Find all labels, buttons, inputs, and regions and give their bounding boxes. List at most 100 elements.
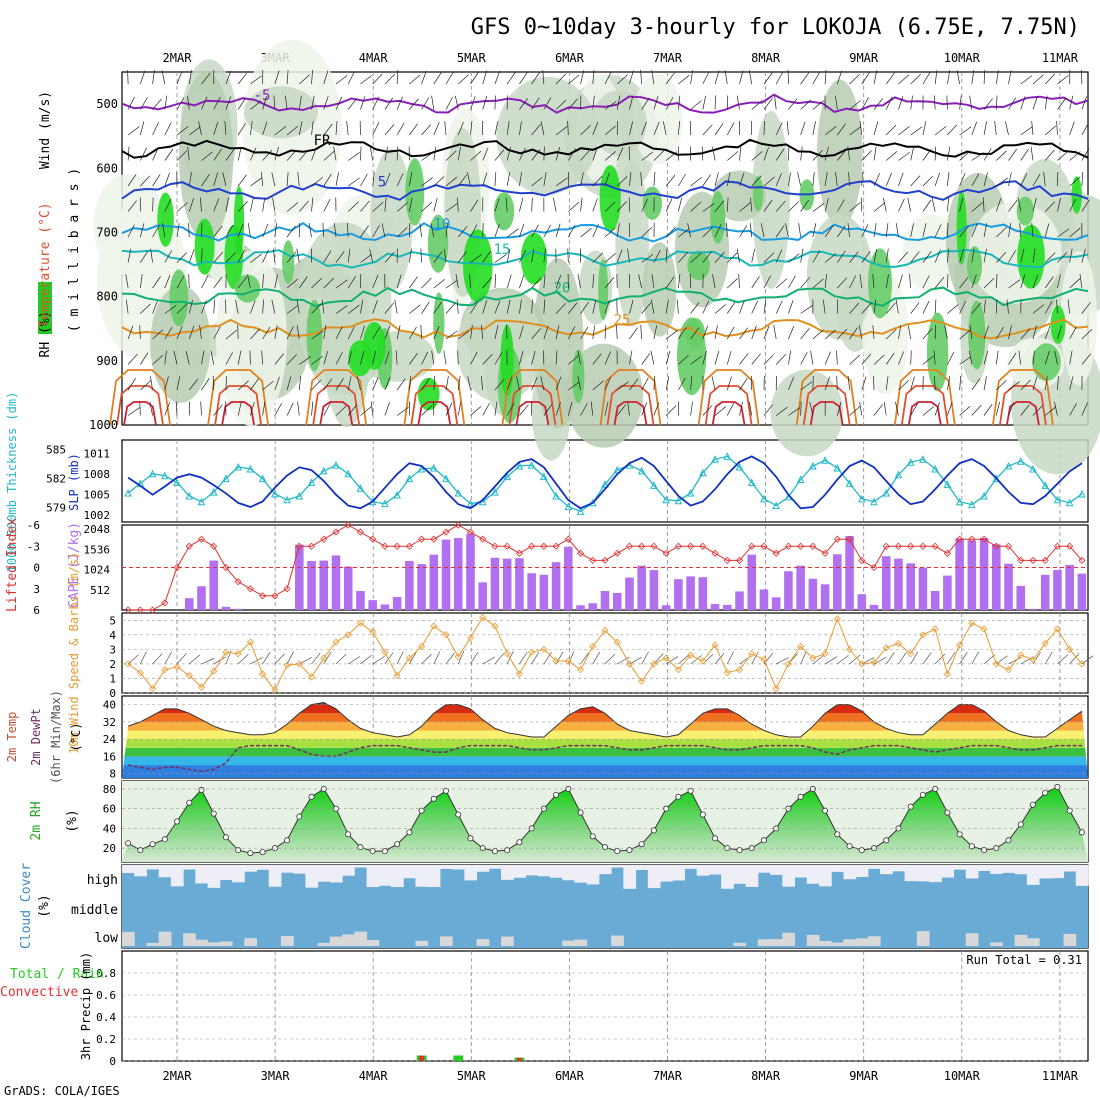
cape-bar bbox=[221, 606, 231, 610]
wind-barb bbox=[947, 304, 959, 314]
wind-barb bbox=[824, 225, 834, 238]
wind-barb bbox=[1008, 402, 1014, 416]
wind-barb bbox=[580, 125, 591, 136]
wind-barb bbox=[1057, 376, 1059, 391]
wind-barb bbox=[775, 249, 783, 263]
lifted-index-point bbox=[870, 563, 878, 572]
wind-barb bbox=[360, 299, 364, 314]
slp-tick-label: 1008 bbox=[84, 468, 111, 481]
wind-barb bbox=[431, 350, 435, 365]
wind-barb bbox=[1032, 350, 1035, 365]
wind-speed-point bbox=[418, 642, 426, 651]
wind-barb bbox=[225, 375, 227, 391]
lifted-index-point bbox=[307, 542, 316, 550]
wind-barb bbox=[237, 350, 242, 365]
rh-shading-blob bbox=[496, 76, 599, 195]
rh-shading-core bbox=[235, 274, 261, 303]
wind-barb bbox=[773, 325, 777, 340]
wind-barb bbox=[934, 299, 937, 314]
wind-barb bbox=[690, 177, 702, 187]
wind-barb bbox=[800, 327, 810, 340]
wind-barb bbox=[555, 177, 568, 187]
wind-barb bbox=[738, 274, 740, 289]
rh-point bbox=[149, 841, 156, 848]
cloud-high-gap bbox=[598, 865, 612, 875]
wind-barb bbox=[726, 326, 735, 340]
rh-point bbox=[907, 803, 914, 810]
wind-barb bbox=[420, 248, 422, 263]
wind-barb bbox=[577, 350, 581, 365]
temperature-arch bbox=[221, 401, 255, 426]
wind-barb bbox=[506, 72, 516, 85]
wind-barb bbox=[568, 74, 580, 85]
wind-barb bbox=[127, 200, 138, 212]
wind-speed-point bbox=[833, 615, 841, 623]
wind-barb bbox=[335, 305, 348, 314]
precip-tick-label: 0 bbox=[109, 1055, 116, 1068]
wind-barb bbox=[959, 95, 962, 110]
cloud-low-gap bbox=[843, 939, 857, 946]
lifted-index-point bbox=[613, 549, 621, 557]
wind-barb bbox=[311, 95, 315, 110]
wind-barb bbox=[959, 376, 962, 391]
wind-barb bbox=[311, 379, 322, 391]
temperature-arch bbox=[508, 385, 557, 426]
cape-bar bbox=[600, 591, 610, 610]
precip-tick-label: 0.8 bbox=[96, 967, 116, 980]
wind-barb bbox=[1069, 326, 1077, 340]
wind-barb bbox=[140, 70, 146, 85]
rh-shading-core bbox=[687, 250, 710, 281]
cape-bar bbox=[466, 533, 475, 610]
wind-barb bbox=[347, 71, 355, 85]
wind-barb bbox=[470, 406, 482, 416]
wind-barb bbox=[395, 350, 398, 365]
surface-wind-barb bbox=[176, 653, 187, 665]
wind-speed-point bbox=[466, 634, 475, 642]
rh-tick-label: 20 bbox=[103, 842, 116, 855]
cape-bar bbox=[930, 591, 940, 610]
wind-barb bbox=[467, 172, 471, 187]
wind-speed-point bbox=[442, 631, 450, 639]
wind-barb bbox=[185, 350, 190, 365]
wind-barb bbox=[1020, 126, 1033, 136]
thickness-point bbox=[332, 460, 340, 469]
rh-shading-core bbox=[956, 190, 967, 265]
wind-barb bbox=[922, 355, 934, 365]
wind-barb bbox=[800, 146, 803, 161]
cloud-high-gap bbox=[904, 865, 918, 882]
wind-barb bbox=[409, 74, 421, 85]
cloud-low-gap bbox=[439, 936, 453, 946]
wind-barb bbox=[323, 70, 329, 85]
wind-speed-point bbox=[882, 644, 890, 652]
wind-barb bbox=[225, 252, 237, 263]
wind-barb bbox=[188, 198, 194, 212]
wind-barb bbox=[323, 350, 329, 365]
wind-barb bbox=[311, 147, 317, 161]
thickness-point bbox=[209, 487, 218, 496]
wind-barb bbox=[727, 151, 739, 161]
wind-barb bbox=[885, 96, 893, 110]
wind-barb bbox=[616, 404, 627, 416]
wind-barb bbox=[996, 227, 1007, 238]
wind-barb bbox=[396, 274, 402, 289]
wind-barb bbox=[409, 197, 413, 212]
wind-barb bbox=[213, 404, 223, 416]
cape-bar bbox=[405, 560, 414, 610]
cape-bar bbox=[881, 556, 891, 610]
wind-barb bbox=[959, 225, 969, 238]
cloud-high-gap bbox=[513, 865, 527, 878]
wind-barb bbox=[898, 274, 903, 289]
surface-wind-barb bbox=[213, 656, 227, 665]
precip-convective-bar bbox=[419, 1055, 425, 1061]
lifted-index-point bbox=[772, 549, 780, 557]
wind-speed-point bbox=[393, 671, 401, 680]
thickness-point bbox=[1029, 464, 1037, 473]
precip-tick-label: 0.2 bbox=[96, 1033, 116, 1046]
wind-barb bbox=[983, 223, 988, 238]
wind-barb bbox=[369, 248, 374, 263]
wind-barb bbox=[127, 96, 135, 110]
ylabel-cape: CAPE (J/kg) bbox=[67, 522, 82, 608]
wind-barb bbox=[335, 96, 343, 110]
wind-barb bbox=[922, 406, 934, 416]
wind-barb bbox=[775, 225, 785, 238]
